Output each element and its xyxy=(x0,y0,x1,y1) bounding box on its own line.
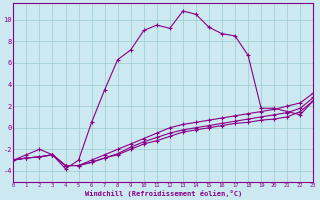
X-axis label: Windchill (Refroidissement éolien,°C): Windchill (Refroidissement éolien,°C) xyxy=(85,190,242,197)
